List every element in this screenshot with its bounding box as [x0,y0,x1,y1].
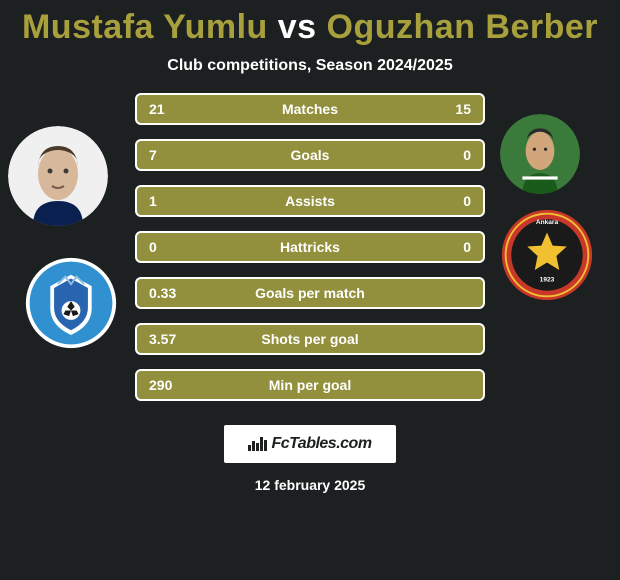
stat-label: Goals per match [255,285,365,301]
svg-text:1923: 1923 [540,276,555,283]
stat-row: 1 Assists 0 [135,185,485,217]
player1-avatar [8,126,108,226]
footer-logo[interactable]: FcTables.com [224,425,396,463]
stat-value-player2: 0 [431,239,471,255]
stat-value-player1: 7 [149,147,189,163]
stat-value-player1: 21 [149,101,189,117]
club1-logo [24,256,118,350]
stat-value-player2: 0 [431,193,471,209]
stat-label: Shots per goal [261,331,358,347]
stat-row: 290 Min per goal [135,369,485,401]
player2-name: Oguzhan Berber [327,8,598,46]
stat-row: 0 Hattricks 0 [135,231,485,263]
club2-logo: Ankara 1923 [500,208,594,302]
svg-text:Ankara: Ankara [536,219,559,226]
club1-crest-icon [24,256,118,350]
stat-row: 3.57 Shots per goal [135,323,485,355]
footer-logo-text: FcTables.com [271,435,371,453]
stat-row: 21 Matches 15 [135,93,485,125]
player2-avatar [500,114,580,194]
stat-label: Goals [291,147,330,163]
stat-label: Min per goal [269,377,351,393]
club2-crest-icon: Ankara 1923 [500,208,594,302]
stat-value-player2: 0 [431,147,471,163]
stat-label: Matches [282,101,338,117]
stats-container: 21 Matches 15 7 Goals 0 1 Assists 0 0 Hattricks 0 0.… [135,93,485,401]
stat-value-player1: 1 [149,193,189,209]
player1-portrait-icon [8,126,108,226]
player1-name: Mustafa Yumlu [22,8,268,46]
stat-row: 7 Goals 0 [135,139,485,171]
bars-icon [248,437,267,451]
player2-portrait-icon [500,114,580,194]
stat-row: 0.33 Goals per match [135,277,485,309]
subtitle: Club competitions, Season 2024/2025 [0,57,620,75]
vs-text: vs [278,8,317,46]
stat-value-player1: 3.57 [149,331,189,347]
stat-value-player1: 290 [149,377,189,393]
stat-value-player1: 0.33 [149,285,189,301]
stat-value-player2: 15 [431,101,471,117]
stat-label: Assists [285,193,335,209]
footer-date: 12 february 2025 [0,477,620,493]
stat-label: Hattricks [280,239,340,255]
stat-value-player1: 0 [149,239,189,255]
page-title: Mustafa Yumlu vs Oguzhan Berber [0,0,620,47]
